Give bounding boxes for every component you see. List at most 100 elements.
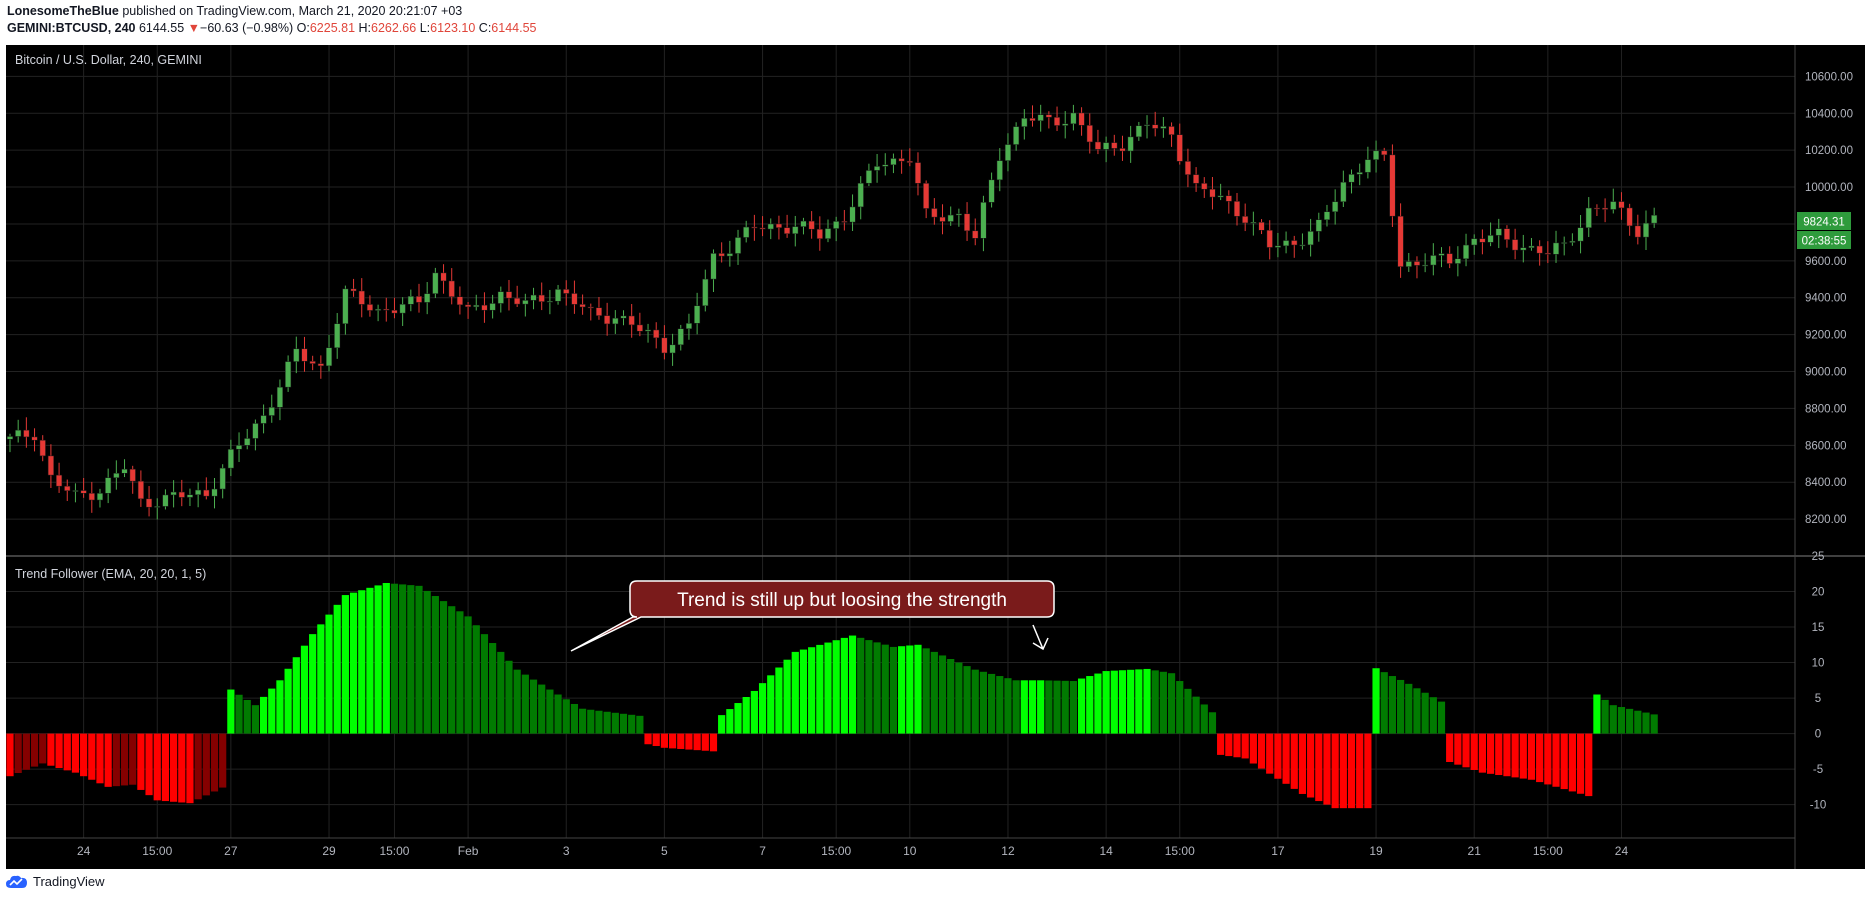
trend-bar[interactable] [1585,733,1593,797]
trend-bar[interactable] [873,642,881,734]
trend-bar[interactable] [1053,680,1061,734]
candle-body[interactable] [808,220,815,230]
trend-bar[interactable] [243,699,251,734]
trend-bar[interactable] [1356,733,1364,809]
candle-body[interactable] [1561,242,1568,244]
candle-body[interactable] [964,213,971,232]
trend-bar[interactable] [235,694,243,734]
trend-bar[interactable] [1601,699,1609,734]
trend-bar[interactable] [1004,678,1012,734]
trend-bar[interactable] [1478,733,1486,773]
trend-bar[interactable] [1429,697,1437,734]
candle-body[interactable] [162,494,169,507]
trend-bar[interactable] [840,637,848,734]
trend-bar[interactable] [1184,688,1192,734]
candle-body[interactable] [235,445,243,450]
candle-body[interactable] [857,182,864,208]
trend-bar[interactable] [1127,669,1135,734]
candle-body[interactable] [31,436,38,441]
trend-bar[interactable] [857,637,865,734]
trend-bar[interactable] [963,666,971,734]
candle-body[interactable] [980,202,987,239]
candle-body[interactable] [88,493,95,501]
trend-bar[interactable] [1527,733,1536,780]
trend-follower-bars[interactable] [6,582,1658,809]
trend-bar[interactable] [1135,669,1143,734]
candle-body[interactable] [1283,240,1290,247]
trend-bar[interactable] [652,733,660,747]
trend-bar[interactable] [750,690,758,734]
candle-body[interactable] [555,289,562,302]
trend-bar[interactable] [1511,733,1519,778]
candle-body[interactable] [1642,222,1650,238]
candle-body[interactable] [1291,240,1298,246]
trend-bar[interactable] [292,657,300,734]
candle-body[interactable] [1127,136,1134,152]
candle-body[interactable] [1062,123,1069,126]
trend-bar[interactable] [906,645,914,734]
trend-bar[interactable] [1397,679,1405,734]
candle-body[interactable] [890,158,897,166]
candle-body[interactable] [1364,159,1371,173]
candle-body[interactable] [211,488,218,497]
trend-bar[interactable] [399,584,407,734]
candle-body[interactable] [1397,215,1404,267]
candle-body[interactable] [72,490,79,492]
candle-body[interactable] [146,498,153,508]
candle-body[interactable] [677,328,684,346]
candle-body[interactable] [1552,242,1560,255]
candle-body[interactable] [1593,207,1600,210]
candle-body[interactable] [874,166,881,171]
candle-body[interactable] [1585,207,1592,228]
candle-body[interactable] [170,491,177,496]
candle-body[interactable] [1602,207,1609,210]
candle-body[interactable] [358,290,365,305]
trend-bar[interactable] [161,733,170,802]
candle-body[interactable] [1029,118,1036,121]
candle-body[interactable] [1184,161,1191,175]
trend-bar[interactable] [210,733,219,792]
trend-bar[interactable] [374,585,382,734]
trend-bar[interactable] [1421,692,1429,734]
trend-bar[interactable] [529,679,538,734]
candle-body[interactable] [546,301,553,303]
trend-bar[interactable] [570,703,579,734]
candle-body[interactable] [923,183,930,209]
trend-bar[interactable] [1626,708,1634,734]
candle-body[interactable] [865,170,872,184]
candle-body[interactable] [947,214,954,222]
trend-bar[interactable] [88,733,96,780]
candle-body[interactable] [792,226,799,234]
candle-body[interactable] [1242,216,1249,224]
trend-bar[interactable] [153,733,161,801]
candle-body[interactable] [1078,112,1085,126]
trend-bar[interactable] [497,651,505,734]
candle-body[interactable] [1086,125,1093,143]
candle-body[interactable] [955,213,962,216]
candle-body[interactable] [800,220,807,227]
candle-body[interactable] [1626,207,1633,227]
candle-body[interactable] [465,304,472,308]
candle-body[interactable] [1446,253,1453,264]
candle-body[interactable] [481,304,488,311]
trend-bar[interactable] [80,733,88,777]
candle-body[interactable] [505,291,513,299]
candle-body[interactable] [939,216,946,222]
candle-body[interactable] [203,489,210,497]
trend-bar[interactable] [1372,668,1380,734]
trend-bar[interactable] [758,683,767,734]
trend-bar[interactable] [6,733,14,777]
candle-body[interactable] [1577,227,1584,242]
trend-bar[interactable] [456,611,464,734]
trend-bar[interactable] [472,625,480,734]
candle-body[interactable] [195,489,202,495]
trend-bar[interactable] [611,712,619,734]
candle-body[interactable] [1193,174,1200,184]
candle-body[interactable] [1430,255,1437,266]
candle-body[interactable] [849,206,856,223]
trend-bar[interactable] [1339,733,1347,809]
candle-body[interactable] [23,429,30,438]
candle-body[interactable] [530,294,537,301]
trend-bar[interactable] [1470,733,1478,770]
trend-bar[interactable] [554,694,562,734]
